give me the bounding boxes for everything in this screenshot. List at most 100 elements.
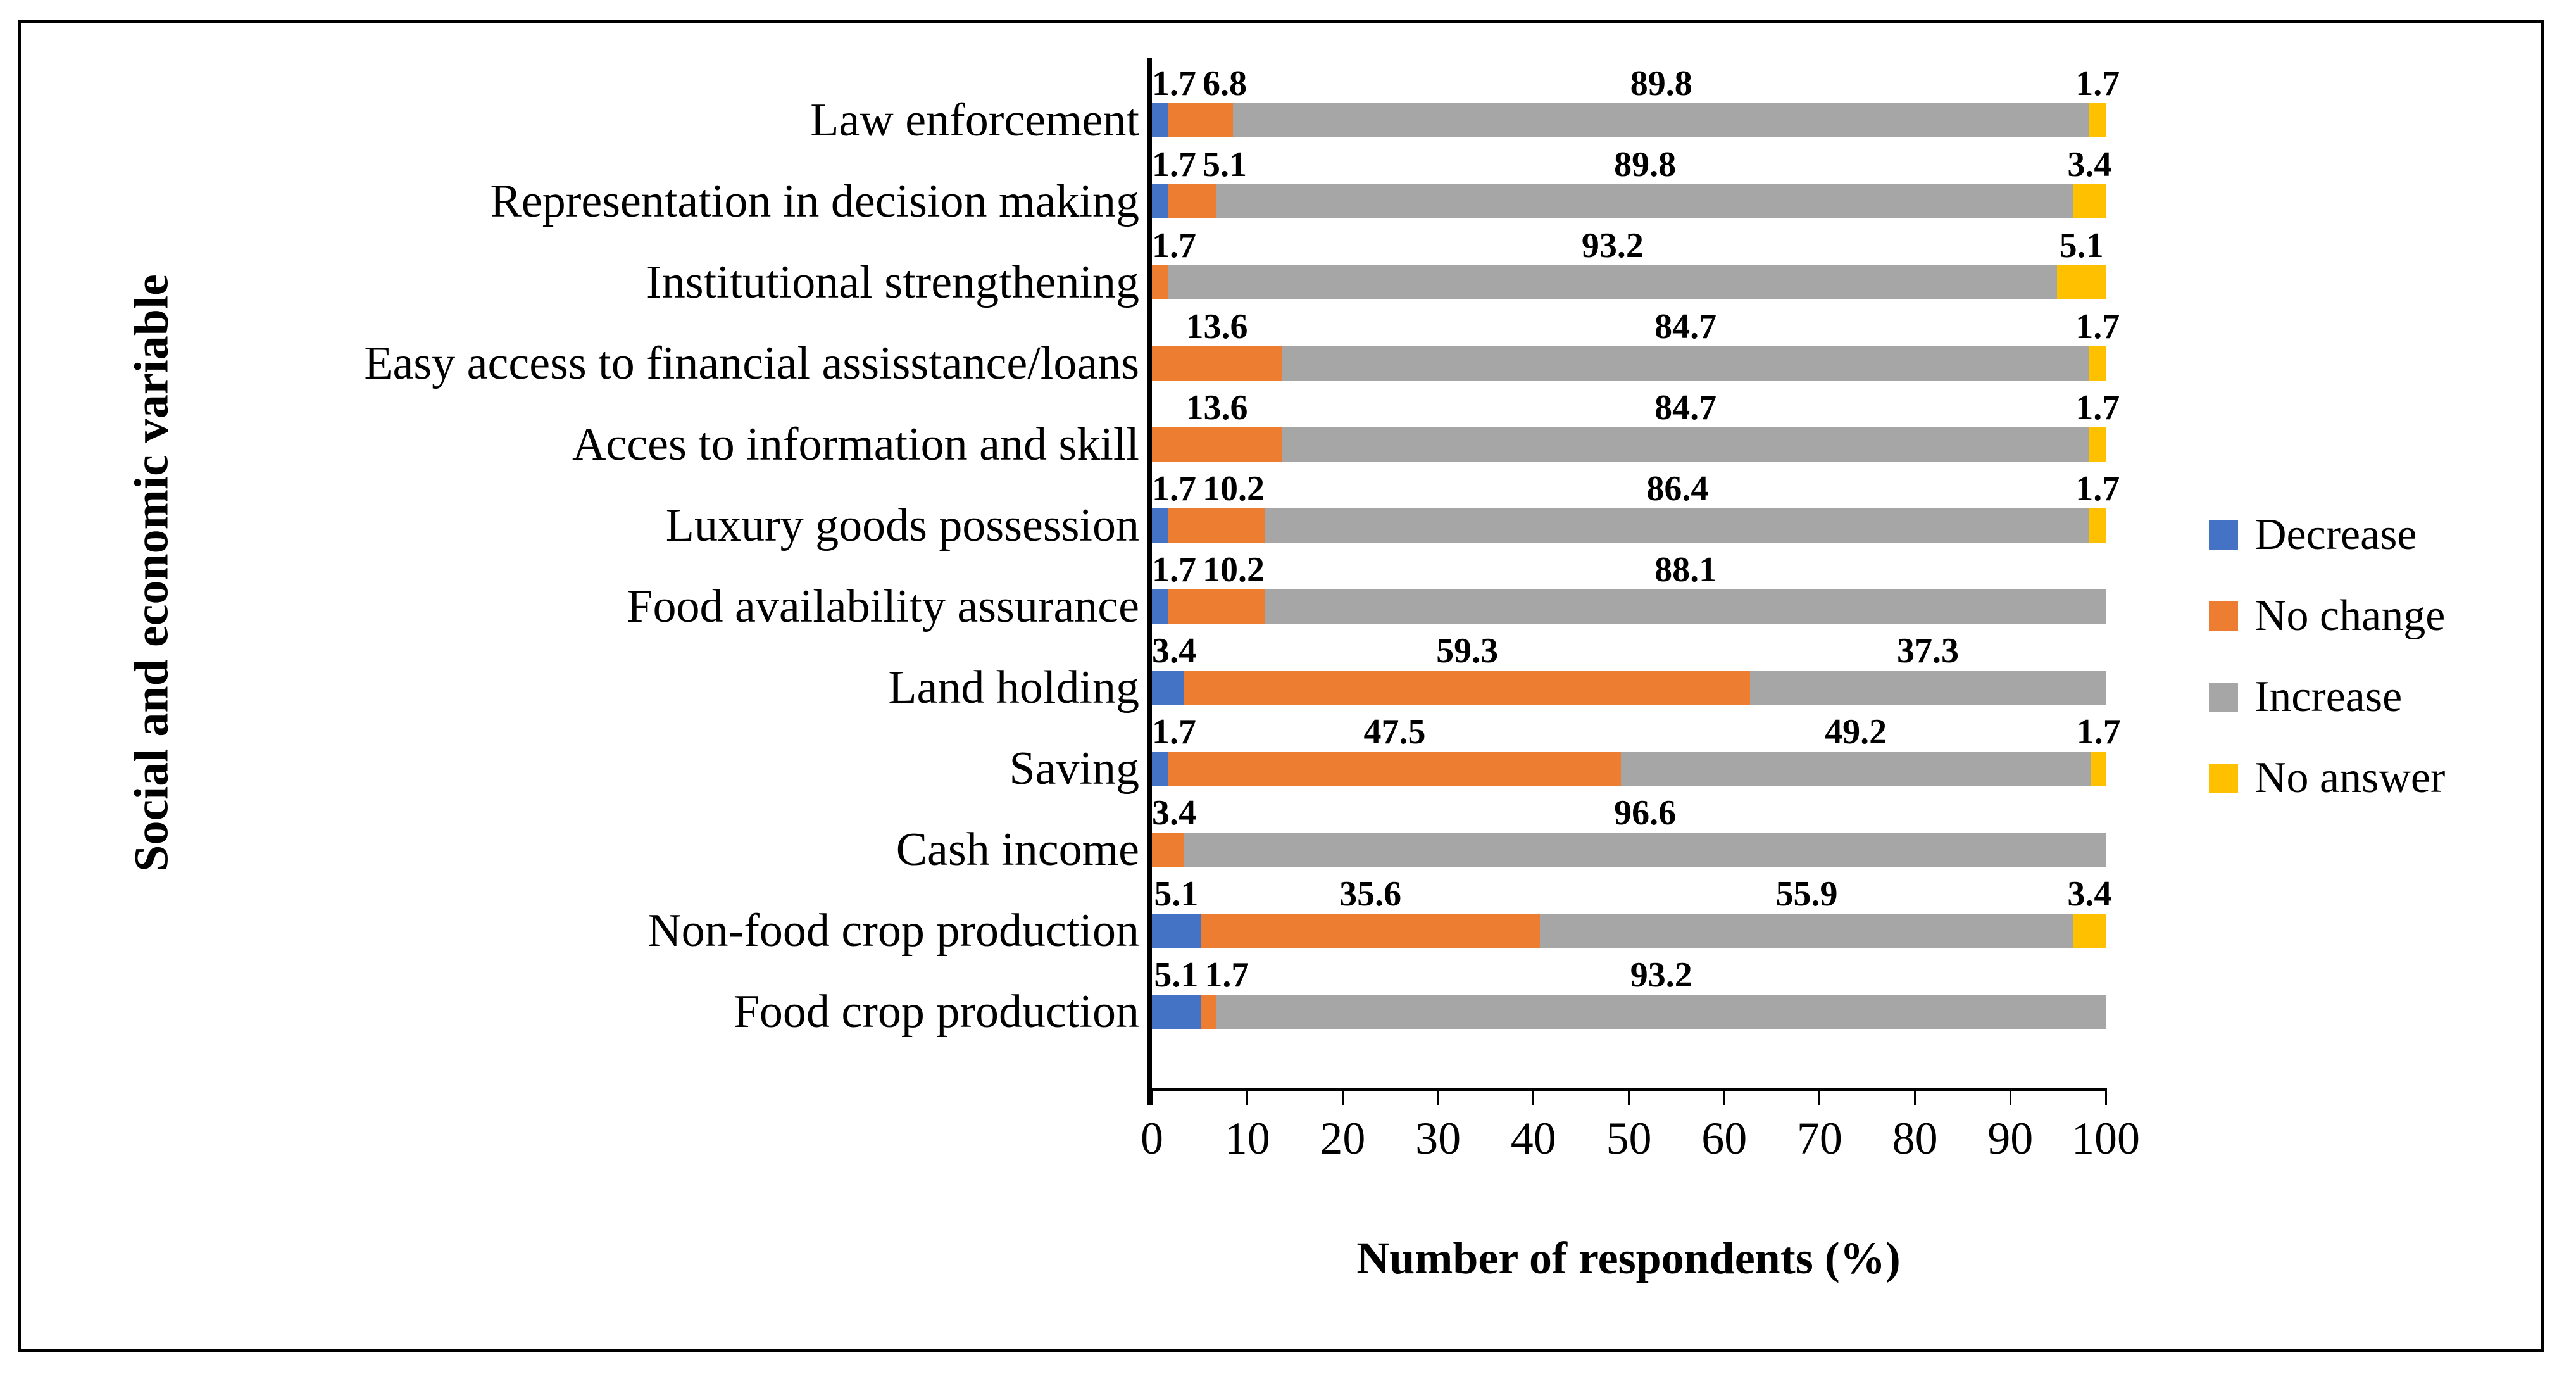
bar-row — [1152, 995, 2106, 1029]
category-label: Cash income — [896, 824, 1139, 876]
bar-segment-no-answer — [2089, 346, 2106, 381]
data-label-decrease: 1.7 — [1152, 64, 1196, 103]
legend-label-no-answer: No answer — [2254, 753, 2446, 802]
data-label-decrease: 1.7 — [1152, 145, 1196, 184]
data-label-no-answer: 5.1 — [2059, 226, 2104, 265]
bar-segment-decrease — [1152, 995, 1201, 1029]
bar-row — [1152, 752, 2107, 786]
x-axis-line — [1147, 1088, 2106, 1091]
x-tick-label: 80 — [1892, 1113, 1938, 1164]
x-tick-label: 90 — [1987, 1113, 2034, 1164]
bar-segment-no-change — [1184, 671, 1750, 705]
data-label-no-change: 35.6 — [1339, 874, 1402, 914]
x-tick — [1532, 1088, 1535, 1105]
data-label-row: 1.7 10.2 86.4 1.7 — [1152, 469, 2156, 508]
bar-segment-no-change — [1200, 995, 1217, 1029]
category-label: Luxury goods possession — [665, 500, 1139, 551]
data-label-row: 5.1 35.6 55.9 3.4 — [1152, 874, 2156, 913]
x-tick — [1437, 1088, 1439, 1105]
bar-row — [1152, 346, 2106, 381]
data-label-no-change: 10.2 — [1203, 550, 1265, 589]
data-label-decrease: 1.7 — [1152, 712, 1196, 752]
x-tick-label: 30 — [1415, 1113, 1461, 1164]
bar-segment-increase — [1621, 752, 2091, 786]
data-label-increase: 86.4 — [1646, 469, 1709, 508]
x-tick-label: 60 — [1701, 1113, 1748, 1164]
bar-segment-increase — [1265, 508, 2090, 543]
bar-segment-increase — [1281, 346, 2090, 381]
bar-row — [1152, 508, 2106, 543]
data-label-increase: 55.9 — [1775, 874, 1838, 914]
x-tick-label: 0 — [1141, 1113, 1163, 1164]
data-label-row: 1.7 6.8 89.8 1.7 — [1152, 63, 2156, 103]
category-label: Law enforcement — [810, 94, 1139, 146]
x-tick-label: 40 — [1510, 1113, 1556, 1164]
data-label-decrease: 5.1 — [1154, 874, 1199, 914]
bar-segment-no-answer — [2089, 508, 2106, 543]
x-tick — [1723, 1088, 1725, 1105]
data-label-increase: 37.3 — [1896, 631, 1959, 671]
legend-swatch-no-change — [2209, 601, 2238, 631]
data-label-no-answer: 3.4 — [2067, 145, 2112, 184]
data-label-no-change: 6.8 — [1203, 64, 1247, 103]
data-label-no-change: 1.7 — [1152, 226, 1196, 265]
bar-segment-no-answer — [2090, 752, 2107, 786]
bar-row — [1152, 184, 2106, 218]
x-tick — [1628, 1088, 1630, 1105]
bar-segment-increase — [1265, 589, 2106, 624]
bar-segment-no-change — [1200, 914, 1541, 948]
bar-segment-no-change — [1168, 508, 1266, 543]
bar-segment-increase — [1168, 265, 2058, 299]
bar-segment-decrease — [1152, 589, 1168, 624]
y-axis-line — [1147, 58, 1152, 1105]
data-label-row: 1.7 10.2 88.1 — [1152, 550, 2156, 589]
category-label: Acces to information and skill — [572, 419, 1139, 470]
bar-segment-decrease — [1152, 671, 1185, 705]
x-tick-label: 70 — [1796, 1113, 1842, 1164]
data-label-decrease: 1.7 — [1152, 469, 1196, 508]
data-label-no-change: 47.5 — [1363, 712, 1426, 752]
data-label-no-answer: 1.7 — [2076, 712, 2121, 752]
x-tick-label: 20 — [1320, 1113, 1366, 1164]
data-label-no-answer: 1.7 — [2075, 64, 2120, 103]
data-label-no-change: 13.6 — [1185, 388, 1248, 427]
data-label-increase: 88.1 — [1654, 550, 1717, 589]
category-label: Land holding — [888, 662, 1139, 714]
bar-segment-increase — [1233, 103, 2090, 137]
bar-segment-decrease — [1152, 184, 1168, 218]
x-tick-label: 10 — [1224, 1113, 1270, 1164]
data-label-row: 3.4 59.3 37.3 — [1152, 631, 2156, 670]
data-label-increase: 89.8 — [1630, 64, 1692, 103]
bar-row — [1152, 589, 2106, 624]
x-tick — [1246, 1088, 1249, 1105]
data-label-no-change: 10.2 — [1203, 469, 1265, 508]
x-tick — [1151, 1088, 1153, 1105]
bar-segment-no-answer — [2089, 103, 2106, 137]
bar-row — [1152, 833, 2106, 867]
category-label: Food crop production — [733, 986, 1139, 1038]
bar-segment-no-answer — [2073, 184, 2106, 218]
bar-segment-no-change — [1152, 427, 1282, 462]
legend-swatch-no-answer — [2209, 764, 2238, 793]
data-label-increase: 49.2 — [1825, 712, 1887, 752]
bar-segment-decrease — [1152, 508, 1168, 543]
data-label-row: 3.4 96.6 — [1152, 793, 2156, 832]
data-label-row: 5.1 1.7 93.2 — [1152, 955, 2156, 994]
data-label-increase: 84.7 — [1654, 307, 1717, 346]
data-label-no-change: 5.1 — [1203, 145, 1247, 184]
x-axis-title: Number of respondents (%) — [1356, 1233, 1901, 1283]
figure-border — [18, 20, 2544, 1352]
data-label-no-change: 59.3 — [1436, 631, 1499, 671]
y-axis-title: Social and economic variable — [125, 274, 178, 872]
data-label-increase: 93.2 — [1581, 226, 1644, 265]
legend-label-no-change: No change — [2254, 591, 2446, 640]
x-tick — [1914, 1088, 1916, 1105]
bar-segment-increase — [1281, 427, 2090, 462]
x-tick — [1341, 1088, 1344, 1105]
data-label-no-answer: 3.4 — [2067, 874, 2112, 914]
data-label-increase: 93.2 — [1630, 955, 1692, 995]
data-label-increase: 84.7 — [1654, 388, 1717, 427]
bar-segment-no-change — [1168, 103, 1234, 137]
data-label-no-change: 13.6 — [1185, 307, 1248, 346]
